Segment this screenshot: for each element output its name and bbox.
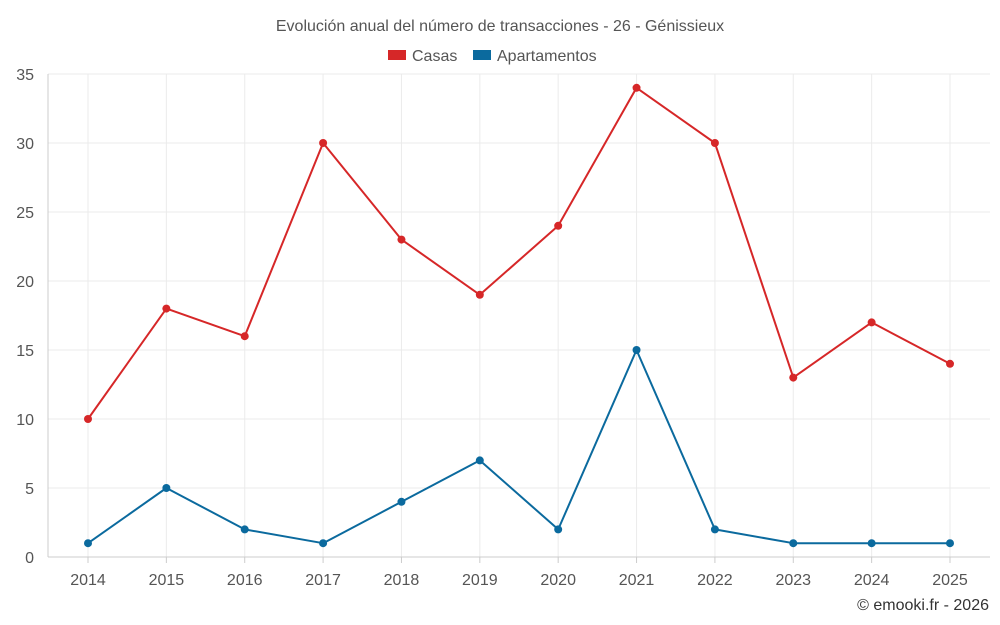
x-tick-label: 2016	[227, 572, 263, 589]
legend-label-casas: Casas	[412, 48, 457, 65]
y-tick-label: 0	[25, 550, 34, 567]
data-point-casas[interactable]	[397, 235, 406, 244]
x-tick-label: 2017	[305, 572, 341, 589]
data-point-casas[interactable]	[632, 83, 641, 92]
legend-label-apartamentos: Apartamentos	[497, 48, 597, 65]
data-point-apartamentos[interactable]	[475, 456, 484, 465]
data-point-apartamentos[interactable]	[84, 539, 92, 548]
data-point-casas[interactable]	[946, 359, 954, 368]
data-point-apartamentos[interactable]	[867, 539, 876, 548]
legend-swatch-casas	[388, 50, 406, 60]
y-tick-label: 15	[16, 343, 34, 360]
x-tick-label: 2020	[540, 572, 576, 589]
x-tick-label: 2022	[697, 572, 733, 589]
data-point-casas[interactable]	[554, 221, 563, 230]
chart-title: Evolución anual del número de transaccio…	[276, 18, 724, 35]
x-tick-label: 2018	[384, 572, 420, 589]
data-point-apartamentos[interactable]	[946, 539, 954, 548]
data-point-apartamentos[interactable]	[554, 525, 563, 534]
series-casas	[84, 83, 954, 423]
data-point-casas[interactable]	[84, 415, 92, 423]
data-point-apartamentos[interactable]	[319, 539, 328, 548]
data-point-apartamentos[interactable]	[789, 539, 798, 548]
data-point-casas[interactable]	[789, 373, 798, 382]
data-point-apartamentos[interactable]	[397, 497, 406, 506]
x-tick-label: 2019	[462, 572, 498, 589]
data-point-casas[interactable]	[319, 139, 328, 147]
x-tick-label: 2025	[932, 572, 968, 589]
data-point-casas[interactable]	[867, 318, 876, 327]
data-point-casas[interactable]	[475, 290, 484, 299]
data-point-casas[interactable]	[240, 332, 249, 341]
data-point-casas[interactable]	[710, 139, 719, 147]
credit-text: © emooki.fr - 2026	[857, 597, 989, 614]
gridlines	[48, 73, 990, 557]
data-point-casas[interactable]	[162, 304, 171, 313]
y-tick-label: 35	[16, 67, 34, 84]
data-point-apartamentos[interactable]	[162, 484, 171, 492]
x-tick-label: 2015	[149, 572, 185, 589]
data-point-apartamentos[interactable]	[632, 346, 641, 354]
y-tick-label: 20	[16, 274, 34, 291]
series-line-casas	[87, 86, 951, 420]
legend: Casas Apartamentos	[388, 48, 597, 65]
y-tick-label: 25	[16, 205, 34, 222]
series-apartamentos	[84, 346, 954, 548]
x-tick-label: 2023	[775, 572, 811, 589]
y-tick-label: 30	[16, 136, 34, 153]
data-point-apartamentos[interactable]	[240, 525, 249, 534]
data-point-apartamentos[interactable]	[710, 525, 719, 534]
legend-swatch-apartamentos	[473, 50, 491, 60]
x-tick-label: 2024	[854, 572, 890, 589]
x-tick-label: 2014	[70, 572, 106, 589]
x-tick-label: 2021	[619, 572, 655, 589]
y-tick-label: 10	[16, 412, 34, 429]
series-line-apartamentos	[87, 349, 950, 545]
series-layer	[84, 83, 954, 548]
y-tick-label: 5	[25, 481, 34, 498]
